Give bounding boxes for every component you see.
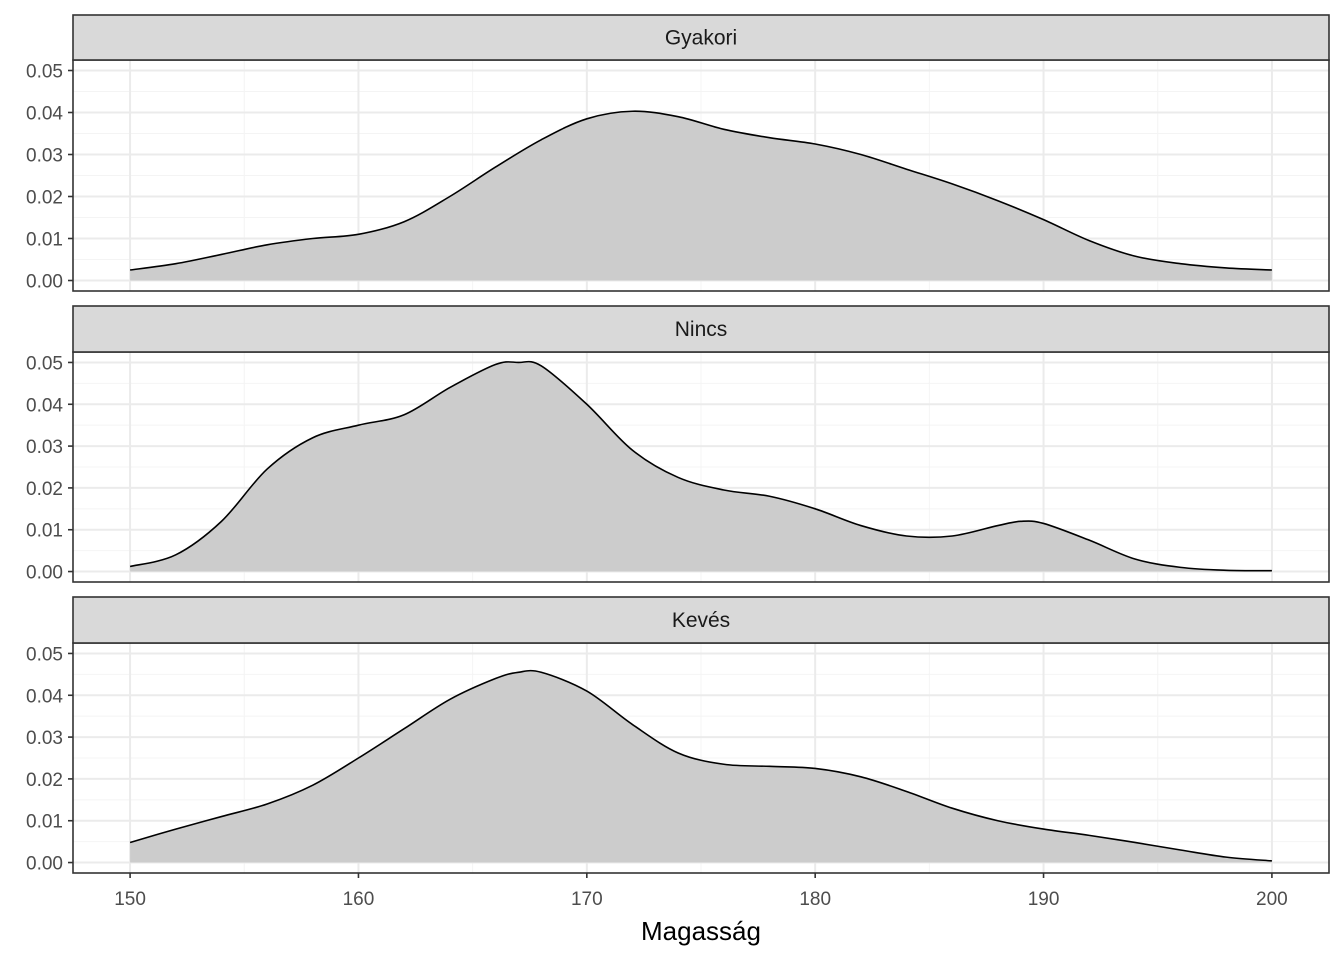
density-area [130,361,1272,572]
x-tick-label: 160 [343,889,375,910]
density-area [130,111,1272,281]
y-tick-label: 0.05 [26,644,63,665]
y-tick-label: 0.01 [26,521,63,542]
density-line [129,110,1272,271]
y-tick-label: 0.01 [26,230,63,251]
facet-panel-2: Nincs 0.00 0.01 0.02 0.03 0.04 0.05 [26,305,1330,584]
y-tick-label: 0.05 [26,62,63,83]
facet-panel-3: Kevés 0.00 0.01 0.02 0.03 0.04 0.05 [26,596,1330,875]
panels-layer: Gyakori 0.00 0.01 0.02 0.03 0.04 0.05 Nincs 0.00… [26,14,1330,875]
y-tick-label: 0.02 [26,479,63,500]
y-tick-label: 0.00 [26,272,63,293]
y-tick-label: 0.02 [26,770,63,791]
facet-panel-1: Gyakori 0.00 0.01 0.02 0.03 0.04 0.05 [26,14,1330,293]
y-tick-label: 0.04 [26,395,63,416]
y-tick-label: 0.03 [26,728,63,749]
facet-strip [72,14,1330,61]
x-tick-label: 170 [571,889,603,910]
x-axis: 150 160 170 180 190 200 [114,873,1288,910]
density-area [130,670,1272,863]
y-tick-label: 0.03 [26,437,63,458]
y-tick-label: 0.04 [26,104,63,125]
y-tick-label: 0.00 [26,854,63,875]
y-tick-label: 0.01 [26,812,63,833]
y-tick-label: 0.02 [26,188,63,209]
y-tick-label: 0.00 [26,563,63,584]
x-tick-label: 200 [1256,889,1288,910]
density-line [129,360,1272,572]
x-axis-title: Magasság [641,916,761,946]
facet-strip-label: Gyakori [665,27,737,50]
x-tick-label: 150 [114,889,146,910]
y-tick-label: 0.03 [26,146,63,167]
density-line [129,669,1272,862]
facet-strip [72,596,1330,644]
facet-strip-label: Kevés [672,609,730,632]
facet-strip-label: Nincs [675,318,728,341]
y-tick-label: 0.05 [26,353,63,374]
x-tick-label: 190 [1028,889,1060,910]
facet-strip [72,305,1330,353]
x-tick-label: 180 [799,889,831,910]
y-tick-label: 0.04 [26,686,63,707]
